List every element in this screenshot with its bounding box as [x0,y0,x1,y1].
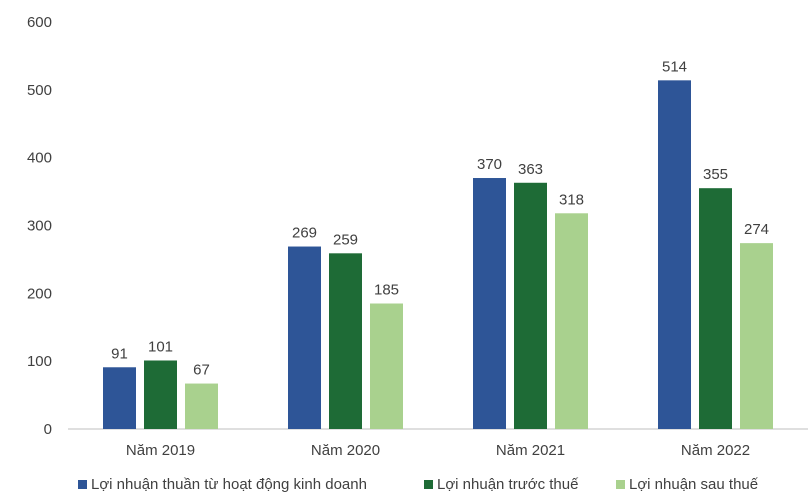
bar [144,360,177,429]
x-tick-label: Năm 2019 [126,442,195,459]
data-label: 269 [292,225,317,242]
data-label: 363 [518,161,543,178]
legend-swatch [424,480,433,489]
bar [740,243,773,429]
data-label: 67 [193,362,210,379]
y-tick-label: 100 [27,353,52,370]
x-tick-label: Năm 2022 [681,442,750,459]
x-tick-label: Năm 2021 [496,442,565,459]
bar [185,384,218,429]
bar [699,188,732,429]
y-tick-label: 500 [27,82,52,99]
data-label: 370 [477,156,502,173]
bar [103,367,136,429]
legend-label: Lợi nhuận thuần từ hoạt động kinh doanh [91,476,367,493]
data-label: 514 [662,58,687,75]
bar [658,80,691,429]
bar [473,178,506,429]
y-tick-label: 300 [27,218,52,235]
bar [555,213,588,429]
y-tick-label: 200 [27,285,52,302]
bar [329,253,362,429]
data-label: 101 [148,338,173,355]
legend: Lợi nhuận thuần từ hoạt động kinh doanh L… [78,476,759,493]
data-label: 185 [374,282,399,299]
bar [288,247,321,429]
y-axis: 0 100 200 300 400 500 600 [27,14,52,438]
data-label: 91 [111,345,128,362]
legend-swatch [616,480,625,489]
bar [514,183,547,429]
bar [370,304,403,429]
y-tick-label: 0 [44,421,52,438]
data-label: 274 [744,221,769,238]
data-label: 318 [559,191,584,208]
data-label: 259 [333,231,358,248]
x-axis: Năm 2019 Năm 2020 Năm 2021 Năm 2022 [126,442,750,459]
y-tick-label: 600 [27,14,52,31]
legend-label: Lợi nhuận sau thuế [629,476,759,493]
data-label: 355 [703,166,728,183]
y-tick-label: 400 [27,150,52,167]
x-tick-label: Năm 2020 [311,442,380,459]
legend-swatch [78,480,87,489]
legend-label: Lợi nhuận trước thuế [437,476,579,493]
